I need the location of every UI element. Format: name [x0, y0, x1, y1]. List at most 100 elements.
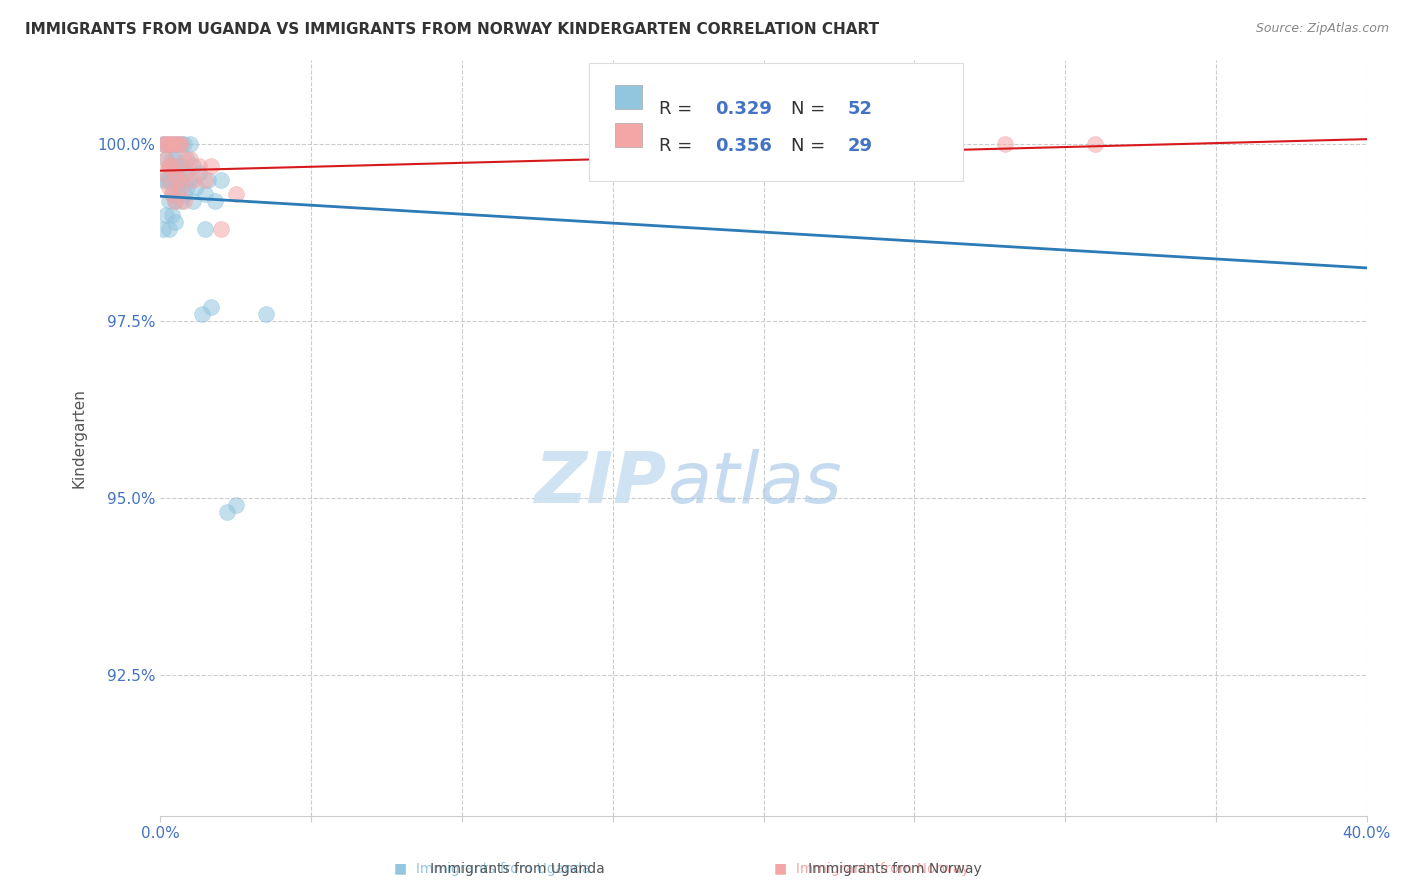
Point [186, 179, 208, 194]
Point [176, 179, 198, 194]
FancyBboxPatch shape [589, 63, 963, 180]
Point [162, 137, 184, 152]
Point [152, 137, 174, 152]
Text: 0.356: 0.356 [716, 137, 772, 155]
Point [170, 194, 193, 208]
Point [155, 137, 177, 152]
Point [165, 137, 187, 152]
Point [191, 307, 214, 321]
Point [204, 194, 226, 208]
Point [188, 159, 211, 173]
Point [165, 179, 187, 194]
Text: ■  Immigrants from Uganda: ■ Immigrants from Uganda [394, 862, 591, 876]
Text: 0.329: 0.329 [716, 100, 772, 118]
Point [209, 173, 232, 187]
Point [162, 166, 184, 180]
Point [194, 222, 217, 236]
Point [183, 173, 205, 187]
Point [157, 194, 180, 208]
Point [155, 173, 177, 187]
Point [155, 208, 177, 222]
Text: R =: R = [658, 100, 697, 118]
Point [173, 152, 195, 166]
Point [176, 152, 198, 166]
Point [167, 159, 190, 173]
Point [188, 166, 211, 180]
Text: R =: R = [658, 137, 697, 155]
Point [155, 152, 177, 166]
Text: ZIP: ZIP [534, 449, 666, 517]
Point [197, 173, 219, 187]
Point [162, 159, 184, 173]
Point [162, 137, 184, 152]
Point [209, 222, 232, 236]
Point [170, 173, 193, 187]
Point [152, 137, 174, 152]
Point [165, 194, 187, 208]
Point [162, 152, 184, 166]
Text: 29: 29 [848, 137, 873, 155]
Point [152, 222, 174, 236]
Text: atlas: atlas [666, 449, 842, 517]
Text: Immigrants from Uganda: Immigrants from Uganda [416, 862, 605, 876]
Point [170, 159, 193, 173]
Text: ■  Immigrants from Norway: ■ Immigrants from Norway [773, 862, 970, 876]
Point [165, 152, 187, 166]
Point [162, 208, 184, 222]
Point [194, 173, 217, 187]
Point [165, 166, 187, 180]
Point [170, 137, 193, 152]
Point [994, 137, 1017, 152]
Text: IMMIGRANTS FROM UGANDA VS IMMIGRANTS FROM NORWAY KINDERGARTEN CORRELATION CHART: IMMIGRANTS FROM UGANDA VS IMMIGRANTS FRO… [25, 22, 879, 37]
Point [165, 215, 187, 229]
Point [155, 137, 177, 152]
Point [157, 222, 180, 236]
Point [162, 186, 184, 201]
Text: N =: N = [792, 137, 831, 155]
FancyBboxPatch shape [614, 123, 641, 146]
Point [170, 137, 193, 152]
Y-axis label: Kindergarten: Kindergarten [72, 388, 86, 488]
Point [162, 186, 184, 201]
Text: N =: N = [792, 100, 831, 118]
Point [183, 159, 205, 173]
Point [173, 137, 195, 152]
Point [165, 137, 187, 152]
Text: Source: ZipAtlas.com: Source: ZipAtlas.com [1256, 22, 1389, 36]
Point [1084, 137, 1107, 152]
Point [165, 166, 187, 180]
Point [179, 152, 201, 166]
Point [152, 173, 174, 187]
FancyBboxPatch shape [614, 86, 641, 109]
Point [173, 166, 195, 180]
Point [194, 186, 217, 201]
Point [165, 194, 187, 208]
Point [183, 194, 205, 208]
Point [225, 186, 247, 201]
Point [167, 137, 190, 152]
Point [155, 152, 177, 166]
Point [225, 498, 247, 512]
Point [173, 186, 195, 201]
Point [200, 300, 222, 314]
Point [200, 159, 222, 173]
Point [157, 173, 180, 187]
Text: 52: 52 [848, 100, 873, 118]
Point [157, 159, 180, 173]
Point [152, 166, 174, 180]
Point [173, 194, 195, 208]
Point [179, 173, 201, 187]
Point [179, 137, 201, 152]
Point [723, 137, 745, 152]
Point [157, 137, 180, 152]
Point [157, 179, 180, 194]
Point [254, 307, 277, 321]
Point [215, 505, 238, 519]
Point [170, 179, 193, 194]
Text: Immigrants from Norway: Immigrants from Norway [796, 862, 981, 876]
Point [167, 179, 190, 194]
Point [167, 173, 190, 187]
Point [176, 166, 198, 180]
Point [157, 159, 180, 173]
Point [157, 137, 180, 152]
